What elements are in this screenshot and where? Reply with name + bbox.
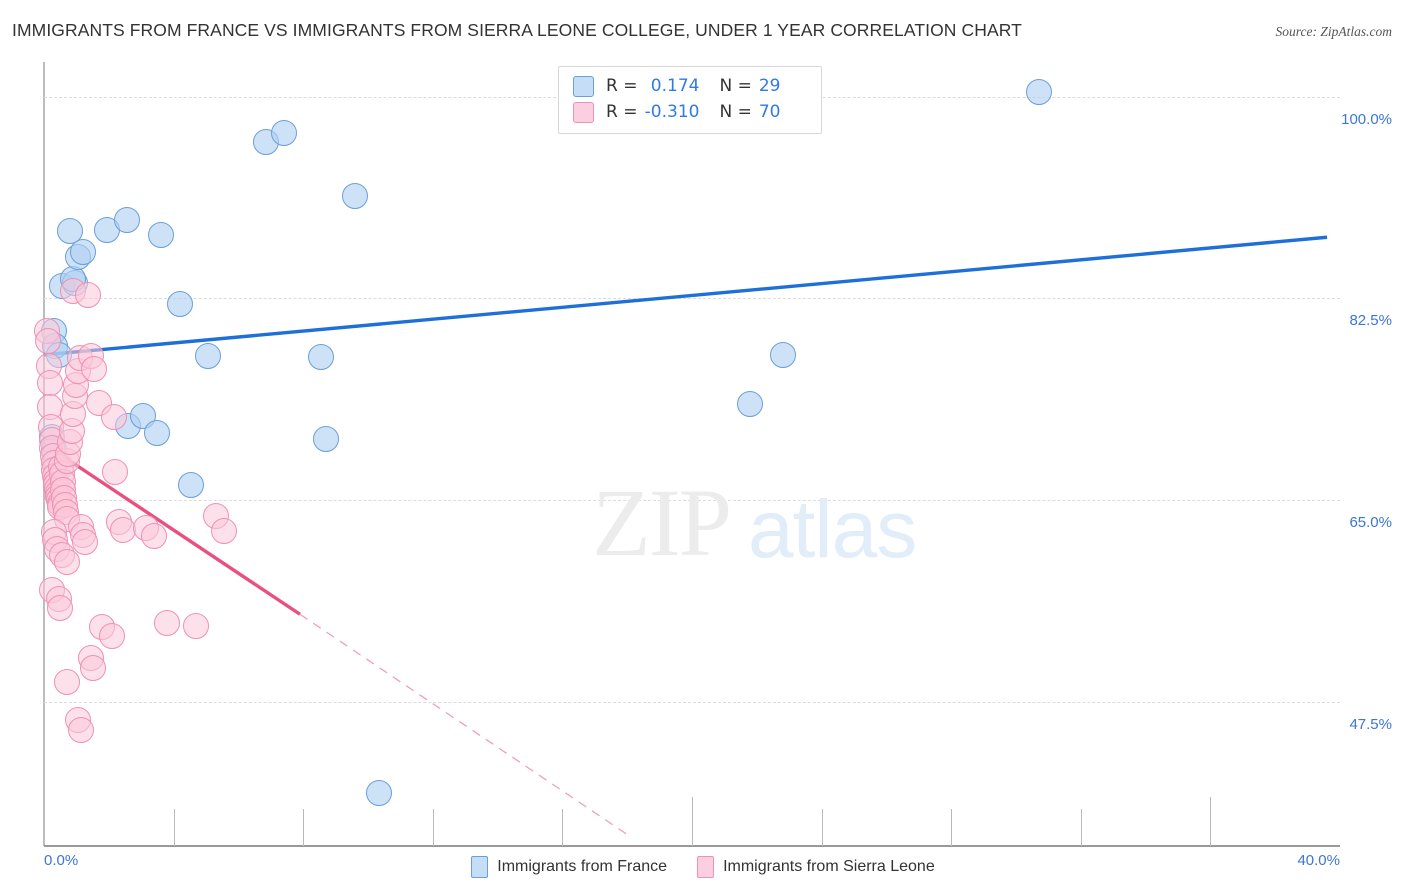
scatter-point [56, 218, 83, 245]
x-axis-min-label: 0.0% [44, 852, 79, 869]
series-swatch-sierra-leone [697, 856, 715, 878]
scatter-point [154, 610, 181, 637]
x-axis-tick [1080, 809, 1082, 846]
plot-area: ZIP atlas [34, 62, 1340, 846]
scatter-point [53, 669, 80, 696]
gridline [44, 298, 1340, 300]
correlation-legend: R = 0.174 N = 29 R = -0.310 N = 70 [558, 66, 822, 134]
scatter-point [113, 206, 140, 233]
scatter-point [99, 623, 126, 650]
x-axis-tick [173, 809, 175, 846]
scatter-point [53, 549, 80, 576]
x-axis-tick [692, 797, 693, 846]
series-label-sierra-leone: Immigrants from Sierra Leone [723, 858, 935, 875]
y-axis-tick-label: 100.0% [1341, 110, 1392, 128]
scatter-point [34, 328, 61, 354]
scatter-point [110, 517, 137, 544]
scatter-point [178, 472, 205, 499]
trend-line [43, 442, 301, 616]
scatter-point [47, 595, 74, 622]
legend-n-key-sierra-leone: N = [719, 102, 752, 122]
y-axis-tick-label: 65.0% [1349, 514, 1392, 532]
trend-line-extrapolated [299, 613, 628, 836]
scatter-point [102, 459, 129, 486]
scatter-point [36, 369, 63, 396]
scatter-point [312, 426, 339, 452]
gridline [44, 500, 1340, 502]
legend-row-france: R = 0.174 N = 29 [573, 73, 780, 99]
series-label-france: Immigrants from France [497, 858, 668, 875]
x-axis-tick [821, 809, 823, 846]
x-axis-tick [303, 809, 305, 846]
legend-r-value-france: 0.174 [650, 76, 700, 96]
trend-line [43, 235, 1328, 357]
scatter-point [69, 239, 96, 266]
scatter-point [308, 344, 335, 371]
scatter-point [141, 522, 168, 549]
legend-swatch-sierra-leone [573, 101, 594, 123]
x-axis-max-label: 40.0% [1297, 852, 1340, 869]
scatter-point [144, 420, 171, 447]
x-axis-tick [1210, 797, 1212, 846]
legend-r-key-france: R = [606, 76, 638, 96]
scatter-point [342, 182, 369, 209]
scatter-point [79, 655, 106, 682]
scatter-point [71, 528, 98, 555]
scatter-point [1025, 78, 1052, 105]
legend-n-value-sierra-leone: 70 [758, 102, 781, 122]
series-legend-item-france[interactable]: Immigrants from France [471, 856, 667, 878]
scatter-point [769, 341, 796, 368]
scatter-point [210, 518, 237, 545]
gridline [44, 701, 1340, 703]
scatter-point [81, 355, 108, 382]
scatter-point [194, 343, 221, 369]
legend-r-key-sierra-leone: R = [606, 102, 638, 122]
trend-lines [43, 235, 1328, 836]
scatter-point [270, 120, 297, 147]
scatter-point [183, 612, 210, 639]
scatter-point [74, 281, 101, 308]
series-legend: Immigrants from France Immigrants from S… [0, 850, 1406, 884]
source-attribution: Source: ZipAtlas.com [1275, 24, 1392, 39]
legend-row-sierra-leone: R = -0.310 N = 70 [573, 99, 780, 125]
x-axis-tick [562, 809, 564, 846]
scatter-point [100, 404, 127, 431]
scatter-point [737, 391, 764, 418]
legend-swatch-france [573, 75, 594, 97]
scatter-point [167, 291, 194, 318]
y-axis-tick-label: 82.5% [1349, 312, 1392, 330]
legend-n-key-france: N = [719, 76, 752, 96]
scatter-point [366, 779, 393, 806]
page-title: IMMIGRANTS FROM FRANCE VS IMMIGRANTS FRO… [12, 20, 1022, 40]
y-axis-tick-label: 47.5% [1349, 715, 1392, 733]
legend-r-value-sierra-leone: -0.310 [644, 102, 700, 122]
legend-n-value-france: 29 [758, 76, 781, 96]
x-axis-tick [432, 809, 434, 846]
scatter-point [68, 716, 95, 743]
x-axis-tick [951, 809, 953, 846]
scatter-point [147, 221, 174, 248]
scatter-point [86, 390, 113, 417]
series-swatch-france [471, 856, 489, 878]
series-legend-item-sierra-leone[interactable]: Immigrants from Sierra Leone [697, 856, 935, 878]
